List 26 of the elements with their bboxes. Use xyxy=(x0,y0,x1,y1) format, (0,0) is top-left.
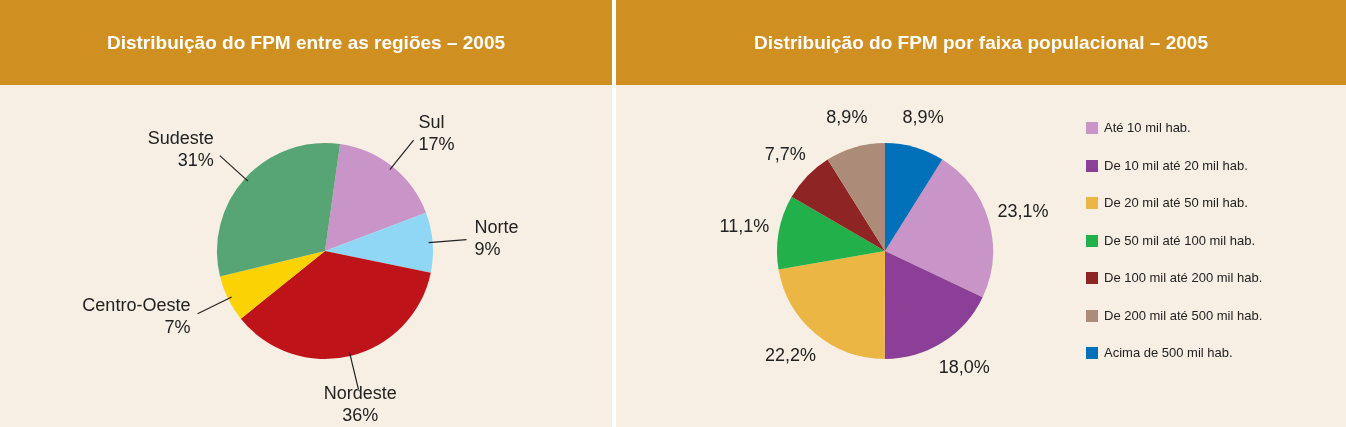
data-label: 8,9% xyxy=(826,107,868,128)
slice-label: Sudeste xyxy=(147,128,214,149)
legend-label: De 100 mil até 200 mil hab. xyxy=(1104,270,1263,285)
slice-label: Norte xyxy=(474,216,519,237)
legend-label: Acima de 500 mil hab. xyxy=(1104,345,1233,360)
slice-label: Nordeste xyxy=(323,382,397,403)
legend-label: De 50 mil até 100 mil hab. xyxy=(1104,232,1256,248)
data-label: 9% xyxy=(474,238,501,259)
data-label: 31% xyxy=(177,150,214,171)
legend-label: De 20 mil até 50 mil hab. xyxy=(1104,195,1248,210)
data-label: 7,7% xyxy=(764,144,806,165)
data-label: 8,9% xyxy=(902,107,944,128)
legend-label: Até 10 mil hab. xyxy=(1104,120,1191,135)
chart-title: Distribuição do FPM entre as regiões – 2005 xyxy=(0,0,612,85)
chart-title: Distribuição do FPM por faixa populacional – 2005 xyxy=(616,0,1346,85)
data-label: 18,0% xyxy=(938,356,990,377)
legend-label: De 200 mil até 500 mil hab. xyxy=(1104,307,1263,323)
slice-label: Centro-Oeste xyxy=(82,295,191,316)
data-label: 36% xyxy=(342,404,379,425)
slice-label: Sul xyxy=(418,111,445,132)
data-label: 7% xyxy=(164,317,191,338)
data-label: 11,1% xyxy=(719,215,770,236)
data-label: 23,1% xyxy=(997,201,1049,222)
data-label: 22,2% xyxy=(764,345,816,366)
legend-label: De 10 mil até 20 mil hab. xyxy=(1104,157,1248,173)
data-label: 17% xyxy=(418,133,455,154)
